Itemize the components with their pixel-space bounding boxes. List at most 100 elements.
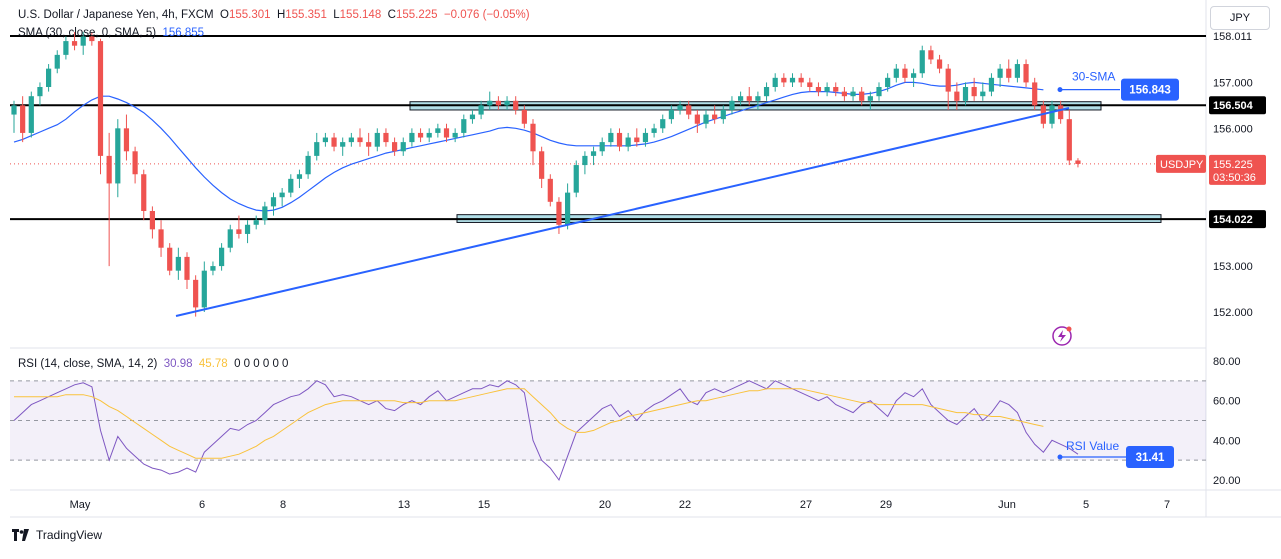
candle-body [305, 155, 311, 175]
candle-body [20, 105, 26, 133]
candle-body [539, 151, 545, 179]
candle-body [936, 59, 943, 69]
candle-body [1075, 160, 1081, 164]
candle-body [219, 247, 225, 267]
candle-body [712, 114, 718, 120]
sma-legend: SMA (30, close, 0, SMA, 5) 156.855 [18, 27, 204, 39]
candle-body [1006, 68, 1012, 78]
candle-body [902, 68, 908, 78]
candle [262, 201, 268, 225]
brand[interactable]: TradingView [12, 528, 102, 542]
candle [417, 128, 424, 143]
candle [841, 87, 847, 101]
candle-body [504, 100, 510, 106]
candle-body [201, 270, 207, 308]
candle-body [71, 41, 78, 46]
candle [132, 146, 138, 184]
candle [201, 261, 207, 312]
candle [305, 151, 311, 179]
currency-button[interactable]: JPY [1210, 6, 1270, 30]
candle [63, 36, 69, 60]
candle [1023, 59, 1029, 88]
time-tick-label: 20 [599, 499, 611, 511]
candle-body [296, 174, 303, 179]
candle-body [184, 256, 190, 280]
candle-body [876, 87, 882, 97]
candle-body [383, 132, 389, 143]
candle-body [443, 128, 450, 138]
candle-body [132, 151, 138, 175]
candle-body [37, 87, 43, 97]
candle [115, 119, 121, 198]
candle [833, 82, 839, 97]
candle [193, 275, 199, 317]
candle [729, 96, 735, 115]
candle [184, 252, 190, 290]
price-tick-label: 152.000 [1213, 307, 1253, 319]
time-tick-label: 6 [199, 499, 205, 511]
candle [1066, 109, 1072, 166]
candle [1058, 100, 1064, 124]
candle [876, 82, 882, 101]
candle-body [236, 229, 242, 234]
event-icon-dot [1066, 326, 1072, 332]
candle-body [781, 77, 787, 83]
candle-body [720, 109, 726, 120]
close-value: 155.225 [395, 9, 438, 21]
rsi-tick-label: 40.00 [1213, 435, 1241, 447]
candle [469, 109, 476, 124]
candle-body [322, 137, 328, 143]
change-value: −0.076 (−0.05%) [443, 9, 530, 21]
trend-line [175, 107, 1070, 317]
candle [11, 100, 17, 133]
symbol-tag: USDJPY [1160, 159, 1204, 171]
candle-body [452, 132, 458, 138]
candle-body [971, 87, 977, 97]
rsi-line [13, 380, 1079, 482]
candle-body [366, 142, 372, 147]
candle-body [158, 229, 164, 248]
candle-body [988, 77, 995, 92]
candle-body [547, 178, 553, 202]
symbol-tag-bg [1156, 154, 1206, 173]
candle-body [798, 77, 804, 83]
candle-body [556, 201, 562, 225]
candle [46, 64, 52, 92]
candle [495, 96, 501, 110]
time-tick-label: 8 [280, 499, 286, 511]
candle-body [478, 105, 484, 115]
candle-body [1023, 64, 1029, 83]
rsi-legend-zeros: 0 0 0 0 0 0 [234, 358, 289, 370]
candle [980, 82, 986, 101]
level-tag-low: 154.022 [1213, 214, 1253, 226]
price-tag-bg [1209, 154, 1266, 185]
candle-body [919, 50, 925, 74]
candle-body [815, 87, 822, 92]
candle [288, 174, 294, 198]
candle [71, 31, 78, 51]
rsi-legend-label: RSI (14, close, SMA, 14, 2) [18, 358, 158, 370]
candle-body [426, 132, 432, 138]
candle-body [625, 137, 631, 147]
candle-body [763, 87, 770, 97]
candle [383, 128, 389, 147]
candle-body [686, 105, 692, 115]
sma-legend-label: SMA (30, close, 0, SMA, 5) [18, 27, 157, 39]
candle-body [1066, 119, 1072, 161]
candle [945, 64, 951, 110]
candle-body [885, 77, 891, 88]
rsi-sma-legend-value: 45.78 [198, 358, 228, 370]
time-tick-label: Jun [998, 499, 1016, 511]
candle [97, 38, 104, 175]
candle [763, 82, 770, 101]
candle-body [314, 142, 320, 156]
candle-body [1032, 82, 1038, 106]
candle-body [348, 137, 354, 143]
candle [461, 114, 467, 138]
candle-body [850, 91, 856, 97]
candle [928, 45, 934, 65]
candle [149, 206, 155, 239]
candle [997, 64, 1003, 88]
candle [219, 243, 225, 271]
